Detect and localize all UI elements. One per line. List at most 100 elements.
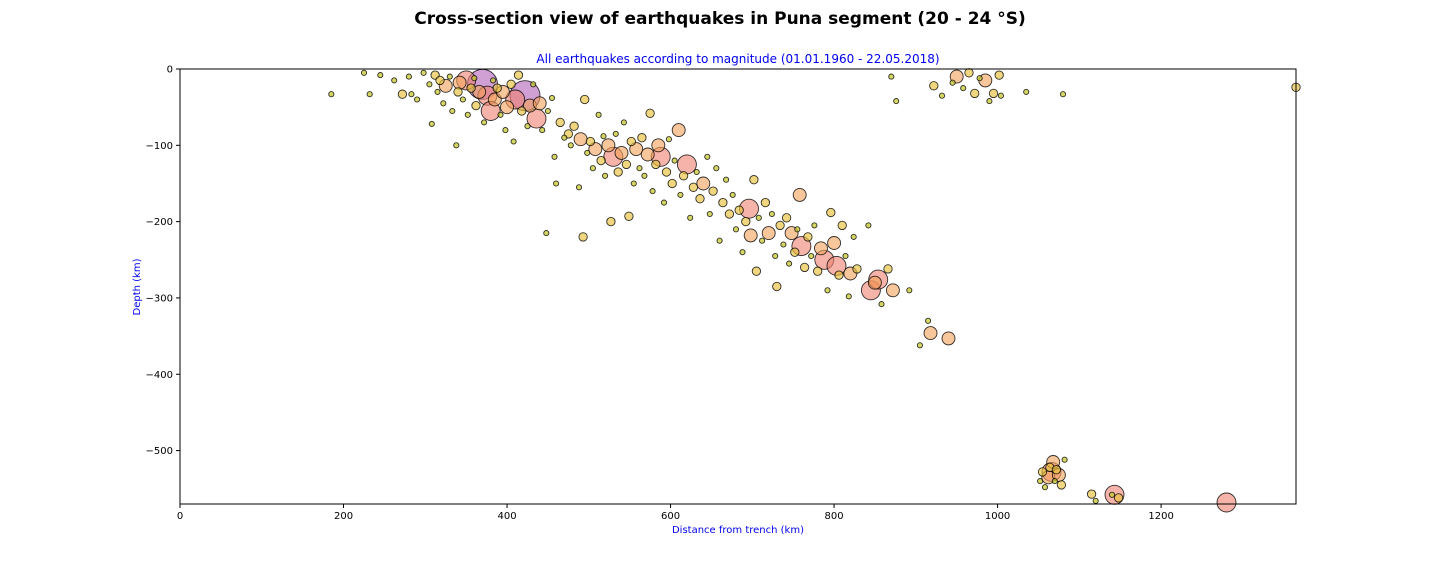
earthquake-point: [573, 132, 588, 147]
earthquake-point: [510, 138, 517, 145]
earthquake-point: [596, 155, 606, 166]
ticks-layer: 0 200 400 600 800 1000 1200 0 −100 −200 −300 −400 −5…: [146, 65, 1174, 523]
earthquake-point: [888, 73, 895, 80]
earthquake-point: [906, 287, 913, 294]
earthquake-point: [585, 136, 596, 147]
points-layer: [328, 68, 1301, 513]
earthquake-point: [464, 111, 471, 118]
earthquake-point: [1051, 465, 1062, 475]
earthquake-point: [449, 107, 456, 115]
earthquake-point: [941, 331, 956, 346]
earthquake-point: [867, 275, 882, 290]
earthquake-point: [1092, 497, 1099, 504]
earthquake-point: [739, 249, 746, 256]
x-tick-label: 400: [497, 511, 516, 522]
earthquake-point: [414, 96, 421, 103]
earthquake-point: [1037, 478, 1044, 485]
earthquake-point: [794, 226, 801, 233]
x-tick-label: 200: [334, 511, 353, 522]
earthquake-point: [428, 120, 435, 127]
earthquake-point: [786, 260, 793, 267]
earthquake-point: [506, 79, 516, 89]
y-tick-label: −300: [146, 293, 173, 304]
earthquake-point: [986, 98, 993, 105]
earthquake-point: [687, 214, 694, 221]
earthquake-point: [964, 68, 974, 78]
earthquake-point: [513, 70, 524, 80]
plot-area-frame: [179, 68, 1297, 505]
earthquake-point: [397, 89, 408, 99]
earthquake-point: [500, 100, 514, 115]
earthquake-point: [852, 264, 862, 274]
earthquake-point: [885, 283, 900, 298]
earthquake-point: [620, 119, 627, 126]
earthquake-point: [453, 87, 463, 97]
earthquake-point: [391, 77, 398, 84]
earthquake-point: [883, 264, 893, 274]
earthquake-point: [676, 154, 697, 175]
earthquake-point: [434, 88, 441, 95]
earthquake-point: [751, 266, 762, 276]
earthquake-point: [824, 287, 831, 294]
earthquake-point: [1086, 489, 1097, 499]
earthquake-point: [517, 106, 527, 116]
earthquake-point: [1037, 467, 1048, 477]
earthquake-point: [328, 91, 335, 98]
earthquake-point: [813, 266, 823, 276]
earthquake-point: [808, 252, 815, 260]
x-axis-label: Distance from trench (km): [672, 525, 804, 536]
earthquake-point: [626, 136, 636, 147]
earthquake-point: [827, 236, 842, 250]
earthquake-point: [530, 81, 537, 88]
earthquake-point: [492, 83, 502, 93]
earthquake-point: [490, 77, 497, 84]
earthquake-point: [693, 168, 700, 176]
earthquake-point: [949, 79, 956, 86]
earthquake-point: [768, 210, 775, 218]
earthquake-point: [970, 88, 980, 99]
earthquake-point: [1056, 480, 1067, 490]
earthquake-point: [865, 222, 872, 229]
earthquake-point: [543, 230, 550, 237]
earthquake-point: [578, 232, 588, 242]
earthquake-point: [732, 226, 740, 233]
earthquake-point: [760, 197, 771, 208]
earthquake-point: [803, 232, 813, 242]
earthquake-point: [377, 72, 384, 79]
earthquake-point: [360, 69, 368, 76]
earthquake-point: [729, 191, 736, 198]
earthquake-point: [466, 83, 476, 93]
earthquake-point: [724, 209, 735, 219]
earthquake-point: [845, 293, 852, 300]
earthquake-point: [814, 241, 828, 256]
earthquake-point: [551, 153, 558, 160]
earthquake-point: [600, 133, 607, 140]
earthquake-point: [601, 138, 616, 153]
earthquake-point: [613, 167, 623, 177]
earthquake-point: [688, 182, 699, 192]
x-tick-label: 600: [661, 511, 680, 522]
earthquake-point: [665, 136, 672, 143]
y-tick-label: −100: [146, 141, 173, 152]
earthquake-point: [723, 176, 730, 183]
earthquake-point: [811, 222, 818, 229]
earthquake-point: [595, 111, 602, 118]
earthquake-point: [452, 75, 467, 90]
earthquake-point: [641, 172, 648, 179]
earthquake-point: [792, 187, 807, 202]
earthquake-point: [426, 81, 433, 88]
earthquake-point: [780, 241, 787, 248]
earthquake-point: [749, 175, 759, 185]
earthquake-point: [1216, 492, 1237, 513]
earthquake-point: [636, 165, 643, 172]
earthquake-point: [741, 216, 751, 227]
earthquake-point: [532, 96, 547, 111]
earthquake-point: [671, 123, 686, 138]
earthquake-point: [651, 138, 666, 153]
earthquake-point: [366, 91, 373, 98]
earthquake-point: [1113, 493, 1124, 503]
earthquake-point: [988, 88, 999, 99]
earthquake-point: [929, 81, 939, 91]
earthquake-point: [772, 281, 782, 292]
